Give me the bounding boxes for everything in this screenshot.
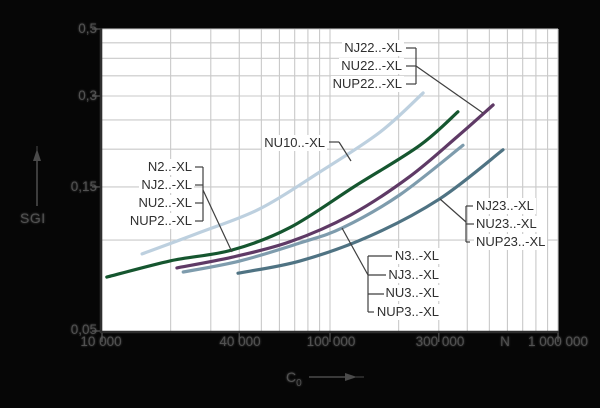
series-label-nu10: NU10..-XL <box>262 135 327 151</box>
y-axis-arrow-head <box>33 149 41 161</box>
series-label-nj2: NJ2..-XL <box>139 177 194 193</box>
callout-line <box>341 227 369 276</box>
series-label-nu2: NU2..-XL <box>136 195 194 211</box>
y-tick-label-0-15: 0,15 <box>70 179 97 194</box>
curve-nu10 <box>140 91 425 256</box>
x-axis-arrow-head <box>345 373 357 381</box>
series-label-nu3: NU3..-XL <box>383 285 441 302</box>
x-tick-label-40000: 40 000 <box>219 334 261 349</box>
curve-series22 <box>175 103 495 270</box>
series-label-n3: N3..-XL <box>392 248 441 265</box>
series-label-nup23: NUP23..-XL <box>474 234 548 250</box>
x-axis-label-subscript: 0 <box>296 377 302 389</box>
callout-line <box>338 141 352 162</box>
callout-line <box>415 65 484 114</box>
x-tick-label-10000: 10 000 <box>80 334 122 349</box>
curve-series3 <box>181 143 465 274</box>
x-axis-label: C0 <box>286 369 302 389</box>
series-23-label-group: NJ23..-XL NU23..-XL NUP23..-XL <box>474 197 548 251</box>
y-tick-label-0-3: 0,3 <box>78 88 97 103</box>
series-label-nj22: NJ22..-XL <box>342 40 404 56</box>
series-nu10-label-group: NU10..-XL <box>262 134 327 152</box>
series-label-nup22: NUP22..-XL <box>330 76 404 92</box>
series-label-nu23: NU23..-XL <box>474 216 539 232</box>
curve-series23 <box>236 148 505 275</box>
series-2-label-group: N2..-XL NJ2..-XL NU2..-XL NUP2..-XL <box>127 158 194 230</box>
curve-series2 <box>105 110 460 279</box>
callout-line <box>202 189 233 253</box>
x-axis-label-symbol: C <box>286 369 297 385</box>
series-label-n2: N2..-XL <box>145 159 194 175</box>
series-22-label-group: NJ22..-XL NU22..-XL NUP22..-XL <box>330 39 404 93</box>
x-tick-label-100000: 100 000 <box>306 334 356 349</box>
series-label-nj3: NJ3..-XL <box>386 266 441 283</box>
x-tick-label-1000000: 1 000 000 <box>527 334 589 349</box>
callout-line <box>439 198 467 223</box>
y-axis-label: SGI <box>20 210 46 226</box>
series-3-label-group: N3..-XL NJ3..-XL NU3..-XL NUP3..-XL <box>374 247 441 321</box>
x-axis-unit-label: N <box>500 334 510 349</box>
series-label-nu22: NU22..-XL <box>339 58 404 74</box>
series-label-nup3: NUP3..-XL <box>374 304 441 321</box>
series-label-nj23: NJ23..-XL <box>474 198 536 214</box>
x-tick-label-300000: 300 000 <box>415 334 465 349</box>
y-tick-label-0-5: 0,5 <box>78 21 97 36</box>
y-tick-label-0-05: 0,05 <box>70 322 97 337</box>
series-label-nup2: NUP2..-XL <box>127 213 194 229</box>
